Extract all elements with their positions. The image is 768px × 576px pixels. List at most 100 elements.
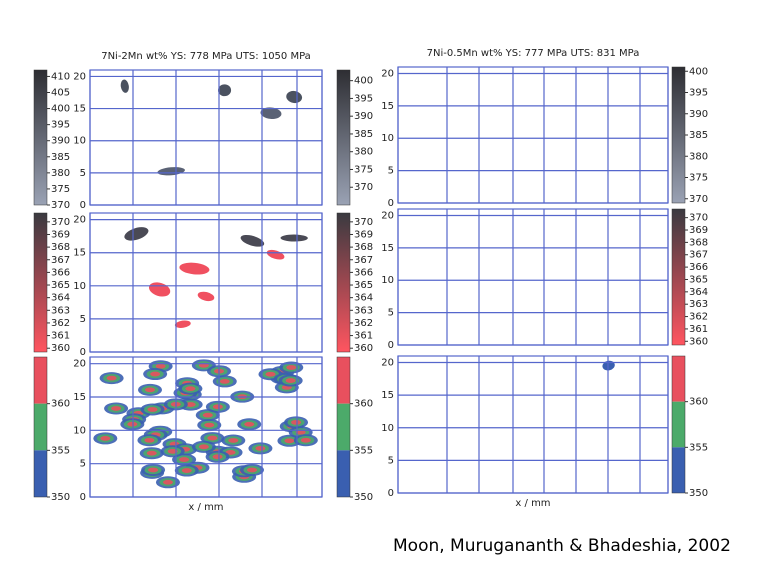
contour-blob: [185, 386, 196, 392]
colorbar-label: 369: [354, 229, 373, 240]
colorbar-label: 370: [51, 200, 70, 211]
colorbar-band: [34, 357, 47, 404]
contour-blob: [202, 412, 213, 418]
contour-blob: [295, 429, 306, 435]
colorbar-label: 364: [51, 293, 70, 304]
colorbar-label: 350: [689, 488, 708, 499]
colorbar-label: 385: [689, 130, 708, 141]
colorbar-label: 350: [354, 492, 373, 503]
colorbar-label: 368: [354, 242, 373, 253]
contour-blob: [127, 421, 138, 427]
plot-frame: [89, 69, 323, 206]
colorbar-label: 400: [354, 76, 373, 87]
contour-blob: [218, 84, 232, 97]
colorbar-label: 370: [51, 217, 70, 228]
colorbar: [336, 356, 351, 498]
colorbar-label: 350: [51, 492, 70, 503]
contour-blob: [228, 438, 239, 443]
colorbar-label: 368: [51, 242, 70, 253]
y-tick-label: 20: [73, 71, 86, 82]
colorbar-label: 361: [354, 331, 373, 342]
y-tick-label: 15: [73, 104, 86, 115]
colorbar-label: 363: [51, 305, 70, 316]
contour-blob: [280, 234, 308, 242]
figure-title: 7Ni-2Mn wt% YS: 778 MPa UTS: 1050 MPa: [101, 51, 311, 62]
colorbar-label: 400: [51, 104, 70, 115]
contour-blob: [100, 436, 111, 441]
colorbar-label: 380: [51, 168, 70, 179]
contour-blob: [148, 467, 159, 473]
colorbar-label: 385: [354, 129, 373, 140]
colorbar-label: 385: [51, 152, 70, 163]
credit: Moon, Murugananth & Bhadeshia, 2002: [393, 536, 731, 556]
contour-blob: [246, 467, 257, 473]
contour-blob: [181, 468, 192, 473]
y-tick-label: 5: [388, 166, 394, 177]
contour-blob: [144, 437, 155, 443]
colorbar-label: 368: [689, 237, 708, 248]
colorbar-label: 362: [354, 318, 373, 329]
colorbar-label: 363: [354, 305, 373, 316]
contour-blob: [185, 402, 196, 407]
contour-blob: [240, 234, 265, 247]
colorbar: [336, 69, 351, 206]
colorbar-band: [34, 450, 47, 497]
y-tick-label: 20: [381, 210, 394, 221]
y-tick-label: 15: [73, 248, 86, 259]
colorbar-label: 375: [51, 184, 70, 195]
contour-blob: [120, 79, 129, 93]
contour-blob: [179, 457, 190, 462]
y-tick-label: 15: [381, 390, 394, 401]
colorbar-label: 364: [689, 287, 708, 298]
contour-blob: [197, 291, 215, 302]
colorbar-label: 355: [689, 442, 708, 453]
colorbar-label: 362: [689, 312, 708, 323]
contour-blob: [225, 450, 236, 455]
contour-blob: [174, 320, 191, 328]
colorbar-label: 375: [689, 173, 708, 184]
y-tick-label: 15: [381, 243, 394, 254]
y-tick-label: 20: [381, 358, 394, 369]
y-tick-label: 10: [381, 423, 394, 434]
colorbar: [336, 212, 351, 353]
colorbar-label: 364: [354, 293, 373, 304]
y-tick-label: 20: [381, 68, 394, 79]
contour-blob: [155, 363, 166, 369]
plot-frame: [397, 355, 669, 494]
contour-blob: [146, 450, 157, 456]
colorbar-label: 355: [354, 445, 373, 456]
colorbar: [33, 69, 48, 206]
y-tick-label: 5: [80, 314, 86, 325]
plot-frame: [397, 66, 669, 204]
contour-blob: [124, 227, 149, 241]
y-tick-label: 10: [73, 425, 86, 436]
colorbar-label: 361: [51, 331, 70, 342]
contour-blob: [212, 454, 223, 460]
contour-blob: [147, 407, 158, 412]
colorbar-label: 370: [689, 213, 708, 224]
colorbar-label: 355: [51, 445, 70, 456]
contour-blob: [111, 406, 122, 411]
colorbar-label: 365: [689, 274, 708, 285]
colorbar-label: 360: [51, 343, 70, 354]
colorbar-label: 360: [354, 399, 373, 410]
contour-blob: [167, 448, 178, 454]
colorbar-label: 369: [689, 225, 708, 236]
contour-blob: [285, 378, 296, 383]
contour-blob: [207, 435, 218, 441]
colorbar-label: 395: [689, 88, 708, 99]
colorbar-label: 360: [354, 343, 373, 354]
contour-blob: [286, 365, 297, 370]
colorbar-band: [337, 403, 350, 451]
colorbar-label: 390: [51, 136, 70, 147]
y-tick-label: 20: [73, 215, 86, 226]
contour-blob: [145, 387, 156, 393]
colorbar-label: 380: [689, 151, 708, 162]
colorbar-label: 410: [51, 71, 70, 82]
contour-blob: [284, 438, 295, 444]
x-axis-label: x / mm: [188, 502, 223, 513]
y-tick-label: 5: [388, 455, 394, 466]
colorbar: [671, 355, 686, 494]
x-axis-label: x / mm: [515, 498, 550, 509]
